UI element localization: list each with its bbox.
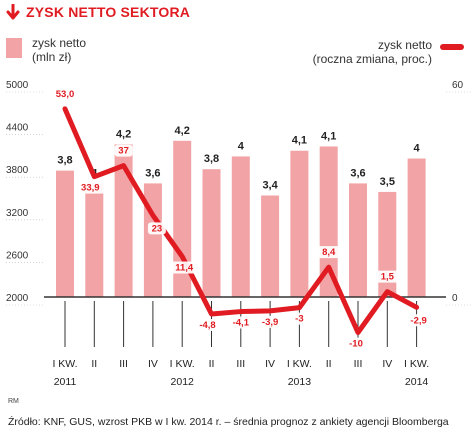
category-label: IV [148, 358, 158, 370]
bar-value-label: 3,8 [57, 155, 72, 167]
chart-header: ZYSK NETTO SEKTORA [6, 4, 190, 20]
bar-value-label: 3,8 [204, 153, 219, 165]
line-value-label: -3 [295, 314, 303, 325]
legend-bar-label: zysk netto (mln zł) [32, 36, 86, 64]
line-value-label-bg [75, 181, 106, 194]
line-value-label: 8,4 [322, 247, 336, 258]
bar [202, 169, 221, 297]
line-value-label: -4,1 [233, 318, 250, 329]
line-value-label: -2,9 [410, 315, 426, 326]
category-label: IV [265, 358, 275, 370]
category-label: I KW. [287, 358, 312, 370]
category-label: III [354, 358, 363, 370]
bar [407, 158, 426, 297]
chart-title: ZYSK NETTO SEKTORA [26, 4, 191, 20]
line-value-label: 23 [152, 223, 163, 234]
line-value-label-bg [290, 312, 309, 325]
bar [261, 195, 280, 297]
line-value-label-bg [114, 144, 133, 157]
bar [290, 150, 309, 297]
left-axis-tick-label: 2000 [6, 293, 29, 304]
category-label: I KW. [404, 358, 429, 370]
chart-area: 5000 4400 3800 3200 2600 2000 60 0 3,8 4 4,2 3,6 4,2… [6, 80, 472, 388]
line-value-label: 33,9 [81, 183, 100, 194]
year-label: 2011 [54, 376, 77, 388]
line-value-label: 53,0 [56, 89, 75, 100]
bar-value-label: 4 [414, 143, 421, 155]
bar [173, 140, 192, 297]
bar [231, 156, 250, 297]
right-axis-tick-label: 60 [452, 80, 464, 91]
category-label: III [119, 358, 128, 370]
category-label: I KW. [170, 358, 195, 370]
legend-line-label: zysk netto (roczna zmiana, proc.) [313, 38, 432, 66]
legend-bar-label-line1: zysk netto [32, 36, 87, 50]
line-value-label: 11,4 [175, 263, 194, 274]
line-value-label: 1,5 [381, 272, 395, 283]
bar-value-label: 4 [238, 140, 245, 152]
bar-value-label: 4,1 [321, 130, 336, 142]
bar-value-label: 3,4 [262, 179, 278, 191]
category-label: I KW. [52, 358, 77, 370]
bar [319, 146, 338, 297]
source-note: Źródło: KNF, GUS, wzrost PKB w I kw. 201… [8, 416, 449, 428]
bar-value-label: 4,1 [292, 135, 307, 147]
bar [56, 170, 74, 297]
left-axis-tick-label: 4400 [6, 123, 29, 134]
legend-line-label-line1: zysk netto [377, 38, 432, 52]
line-value-label: -10 [349, 339, 363, 350]
bar [85, 183, 104, 297]
category-label: II [209, 358, 215, 370]
bar [349, 183, 367, 297]
left-axis-tick-label: 2600 [6, 250, 29, 261]
left-axis-tick-label: 3200 [6, 208, 29, 219]
legend-bars: zysk netto (mln zł) [6, 36, 86, 64]
bar-value-label: 3,6 [350, 167, 365, 179]
category-label: IV [382, 358, 392, 370]
line-value-label-bg [147, 222, 166, 235]
line-value-label-bg [403, 314, 434, 327]
bar-value-label: 3,5 [380, 176, 395, 188]
right-axis-tick-label: 0 [452, 293, 458, 304]
bar-value-label: 3,6 [145, 167, 160, 179]
legend-bar-swatch [6, 38, 22, 58]
year-label: 2014 [405, 376, 429, 388]
year-label: 2013 [288, 376, 312, 388]
legend-line-label-line2: (roczna zmiana, proc.) [312, 52, 432, 66]
bar-value-label: 4,2 [116, 128, 131, 140]
line-value-label: 37 [118, 146, 129, 157]
line-value-label-bg [316, 246, 341, 259]
legend-bar-label-line2: (mln zł) [32, 50, 72, 64]
category-label: II [91, 358, 97, 370]
category-label: II [326, 358, 332, 370]
arrow-down-icon [6, 4, 20, 20]
author-credit: RM [8, 398, 19, 405]
legend-line-swatch [440, 44, 464, 50]
line-value-label-bg [225, 316, 256, 329]
bar [114, 144, 133, 297]
line-value-label: -3,9 [262, 317, 278, 328]
line-value-label-bg [169, 261, 200, 274]
legend-line: zysk netto (roczna zmiana, proc.) [313, 38, 464, 66]
line-value-label-bg [375, 270, 400, 283]
line-value-label-bg [344, 337, 368, 350]
line-series [62, 106, 420, 335]
line-value-label: -4,8 [199, 320, 215, 331]
line-value-label-bg [255, 315, 286, 328]
line-value-label-bg [192, 319, 223, 332]
year-label: 2012 [171, 376, 195, 388]
left-axis-tick-label: 5000 [6, 80, 29, 91]
line-value-label-bg [50, 87, 80, 100]
category-label: III [236, 358, 245, 370]
left-axis-tick-label: 3800 [6, 165, 29, 176]
bar-value-label: 4,2 [175, 125, 190, 137]
